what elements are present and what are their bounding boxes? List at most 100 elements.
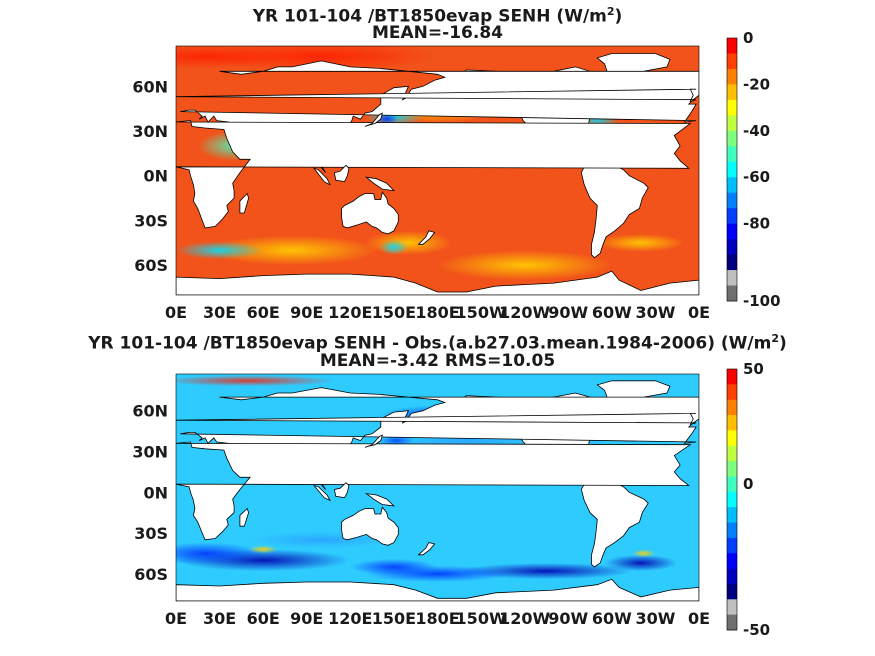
colorbar-segment — [727, 476, 737, 493]
field-anomaly — [176, 375, 336, 387]
field-anomaly — [364, 565, 511, 582]
x-tick-label: 120W — [499, 609, 550, 628]
colorbar-segment — [727, 399, 737, 416]
x-tick-label: 60W — [592, 303, 632, 322]
landmass-new-guinea — [364, 492, 396, 507]
landmass-sumatra — [312, 484, 331, 502]
bottom-map-panel: 60N 30N 0N 30S 60S 0E 30E 60E 90E 120E 150E 180E150… — [132, 360, 770, 639]
y-tick-label: 30S — [134, 524, 168, 543]
x-tick-label: 150W — [456, 303, 507, 322]
x-tick-label: 150E — [372, 303, 416, 322]
colorbar-segment — [727, 192, 737, 209]
colorbar-segment — [727, 614, 737, 631]
colorbar-segment — [727, 491, 737, 508]
colorbar-segment — [727, 285, 737, 302]
colorbar-segment — [727, 537, 737, 554]
landmass-new-zealand — [417, 230, 436, 245]
landmass-antarctica — [176, 270, 699, 295]
colorbar-segment — [727, 146, 737, 163]
map-frame — [175, 373, 700, 602]
map-frame — [175, 45, 700, 296]
landmass-new-zealand — [417, 542, 436, 556]
y-tick-label: 60S — [134, 565, 168, 584]
x-tick-label: 0E — [688, 303, 710, 322]
x-tick-label: 0E — [165, 303, 187, 322]
field-anomaly — [176, 241, 264, 260]
landmass-africa — [176, 120, 692, 229]
landmass-new-guinea — [364, 176, 395, 192]
landmass-australia — [341, 191, 399, 235]
colorbar-segment — [727, 84, 737, 101]
colorbar-tick-label: -100 — [743, 292, 781, 310]
y-tick-label: 0N — [143, 167, 168, 186]
colorbar-segment — [727, 599, 737, 616]
colorbar-segment — [727, 270, 737, 287]
field-anomaly — [437, 250, 612, 281]
colorbar-segment — [727, 130, 737, 147]
y-tick-label: 30S — [134, 211, 168, 230]
x-tick-label: 30W — [635, 609, 675, 628]
x-tick-label: 0E — [688, 609, 710, 628]
landmass-uk — [176, 88, 697, 102]
colorbar-segment — [727, 177, 737, 194]
x-tick-label: 30W — [635, 303, 675, 322]
field-anomaly — [176, 542, 264, 565]
field-anomaly — [364, 230, 453, 255]
colorbar-segment — [727, 522, 737, 539]
map-field — [176, 374, 699, 601]
x-tick-label: 90E — [290, 303, 323, 322]
x-tick-label: 120E — [328, 303, 372, 322]
top-chart-subtitle: MEAN=-16.84 — [372, 23, 503, 43]
colorbar-segment — [727, 507, 737, 524]
map-field — [176, 46, 699, 295]
landmass-south-america — [580, 475, 649, 568]
colorbar-segment — [727, 38, 737, 54]
x-tick-label: 30E — [203, 609, 236, 628]
landmass-africa — [176, 441, 692, 541]
field-anomaly — [205, 235, 380, 266]
colorbar-segment — [727, 115, 737, 132]
colorbar-segment — [727, 415, 737, 431]
colorbar-tick-label: -20 — [743, 75, 770, 93]
colorbar-segment — [727, 53, 737, 70]
y-tick-label: 0N — [143, 483, 168, 502]
landmass-uk — [176, 412, 697, 425]
top-chart-title: YR 101-104 /BT1850evap SENH (W/m2) — [252, 5, 623, 27]
colorbar-segment — [727, 68, 737, 85]
landmass-antarctica — [176, 578, 699, 601]
landmass-australia — [341, 506, 399, 546]
landmass-borneo — [333, 164, 350, 183]
top-map-panel: 60N 30N 0N 30S 60S 0E 30E 60E 90E 120E 150E 180E150… — [132, 29, 781, 322]
colorbar-tick-label: -60 — [743, 168, 770, 186]
x-tick-label: 90E — [290, 609, 323, 628]
colorbar-tick-label: -80 — [743, 215, 770, 233]
colorbar-frame — [726, 37, 738, 302]
x-tick-label: 60W — [592, 609, 632, 628]
x-tick-label: 180E — [415, 609, 459, 628]
field-anomaly — [248, 545, 278, 554]
landmass-madagascar — [239, 507, 250, 527]
x-tick-label: 0E — [165, 609, 187, 628]
y-tick-label: 60S — [134, 256, 168, 275]
x-tick-label: 180E — [415, 303, 459, 322]
x-tick-label: 90W — [548, 609, 588, 628]
landmass-japan — [364, 112, 383, 127]
colorbar-segment — [727, 161, 737, 178]
colorbar-segment — [727, 384, 737, 401]
colorbar-segment — [727, 445, 737, 462]
landmass-madagascar — [239, 192, 250, 214]
field-anomaly — [632, 549, 656, 558]
x-tick-label: 60E — [247, 609, 280, 628]
colorbar-segment — [727, 553, 737, 570]
y-tick-label: 60N — [132, 77, 168, 96]
colorbar-frame — [726, 368, 738, 631]
colorbar-segment — [727, 239, 737, 256]
x-tick-label: 60E — [247, 303, 280, 322]
bottom-chart-subtitle: MEAN=-3.42 RMS=10.05 — [319, 351, 556, 371]
colorbar-tick-label: 0 — [743, 475, 753, 493]
colorbar-segment — [727, 223, 737, 240]
colorbar: 50 0 -50 — [726, 360, 770, 639]
colorbar-tick-label: 50 — [743, 360, 764, 378]
landmass-borneo — [333, 482, 350, 499]
